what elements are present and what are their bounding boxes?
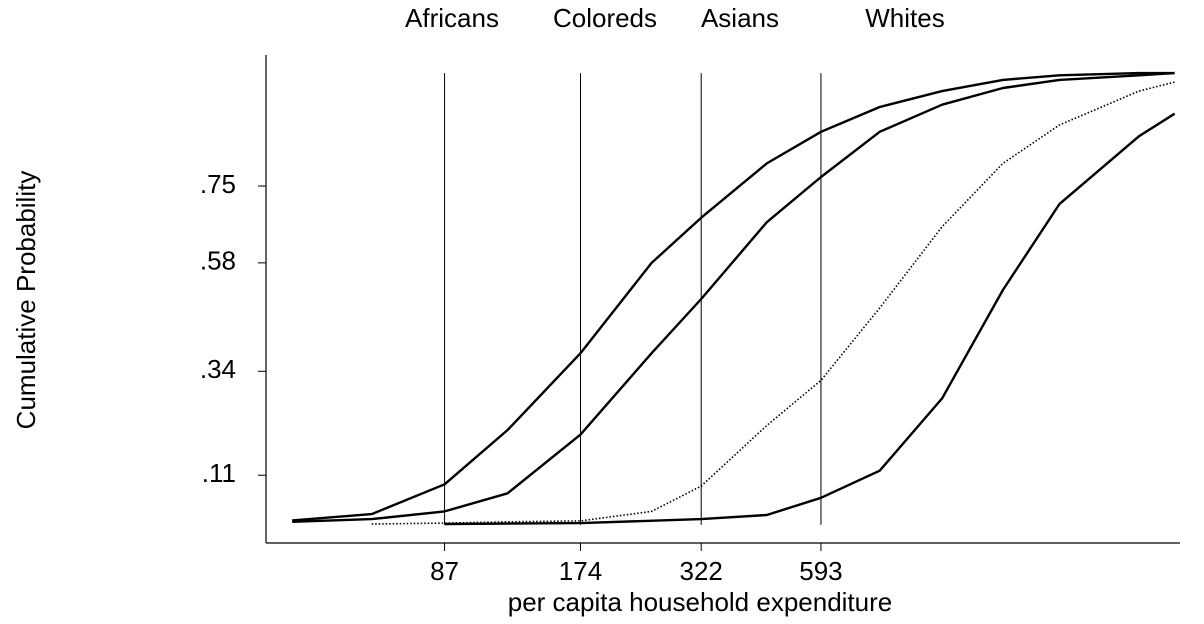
series-line xyxy=(292,71,1175,522)
y-tick-label: .11 xyxy=(202,458,236,488)
series-line xyxy=(292,71,1175,523)
legend-label: Coloreds xyxy=(553,3,657,33)
series-line xyxy=(444,112,1176,526)
legend-label: Africans xyxy=(405,3,499,33)
x-tick-label: 87 xyxy=(430,556,459,586)
y-tick-label: .58 xyxy=(200,246,236,276)
y-tick-label: .75 xyxy=(200,169,236,199)
y-axis-label: Cumulative Probability xyxy=(11,171,41,430)
series-line xyxy=(371,81,1175,525)
x-axis-label: per capita household expenditure xyxy=(508,587,893,617)
x-tick-label: 593 xyxy=(799,556,842,586)
legend-label: Whites xyxy=(865,3,944,33)
y-tick-label: .34 xyxy=(200,354,236,384)
legend-label: Asians xyxy=(701,3,779,33)
x-tick-label: 322 xyxy=(680,556,723,586)
x-tick-label: 174 xyxy=(559,556,602,586)
